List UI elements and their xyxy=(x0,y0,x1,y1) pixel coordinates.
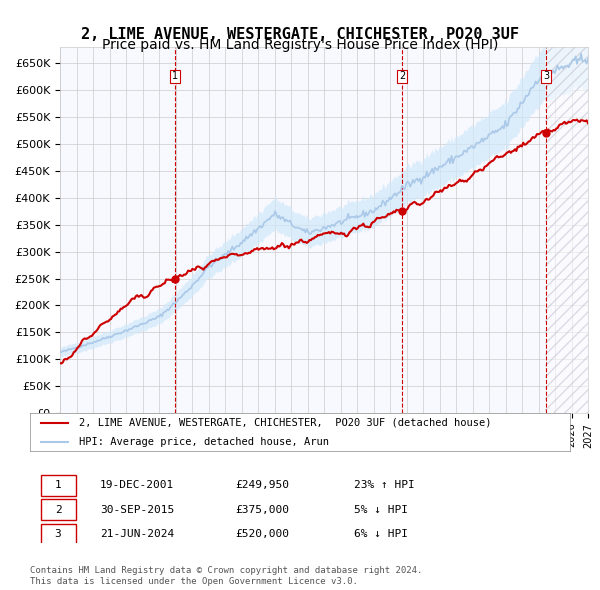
FancyBboxPatch shape xyxy=(41,524,76,544)
Text: 23% ↑ HPI: 23% ↑ HPI xyxy=(354,480,415,490)
Text: 6% ↓ HPI: 6% ↓ HPI xyxy=(354,529,408,539)
Text: 30-SEP-2015: 30-SEP-2015 xyxy=(100,504,175,514)
Text: 2, LIME AVENUE, WESTERGATE, CHICHESTER,  PO20 3UF (detached house): 2, LIME AVENUE, WESTERGATE, CHICHESTER, … xyxy=(79,418,491,428)
Text: 2: 2 xyxy=(55,504,61,514)
Text: 2: 2 xyxy=(399,71,406,81)
Text: £249,950: £249,950 xyxy=(235,480,289,490)
FancyBboxPatch shape xyxy=(41,475,76,496)
Text: 1: 1 xyxy=(55,480,61,490)
Text: 19-DEC-2001: 19-DEC-2001 xyxy=(100,480,175,490)
Text: Contains HM Land Registry data © Crown copyright and database right 2024.
This d: Contains HM Land Registry data © Crown c… xyxy=(30,566,422,586)
FancyBboxPatch shape xyxy=(41,499,76,520)
Text: 1: 1 xyxy=(172,71,178,81)
Text: Price paid vs. HM Land Registry's House Price Index (HPI): Price paid vs. HM Land Registry's House … xyxy=(102,38,498,53)
Text: 5% ↓ HPI: 5% ↓ HPI xyxy=(354,504,408,514)
Text: HPI: Average price, detached house, Arun: HPI: Average price, detached house, Arun xyxy=(79,437,329,447)
Text: 3: 3 xyxy=(543,71,550,81)
Text: 3: 3 xyxy=(55,529,61,539)
Text: 21-JUN-2024: 21-JUN-2024 xyxy=(100,529,175,539)
Text: 2, LIME AVENUE, WESTERGATE, CHICHESTER, PO20 3UF: 2, LIME AVENUE, WESTERGATE, CHICHESTER, … xyxy=(81,27,519,41)
Text: £520,000: £520,000 xyxy=(235,529,289,539)
Text: £375,000: £375,000 xyxy=(235,504,289,514)
